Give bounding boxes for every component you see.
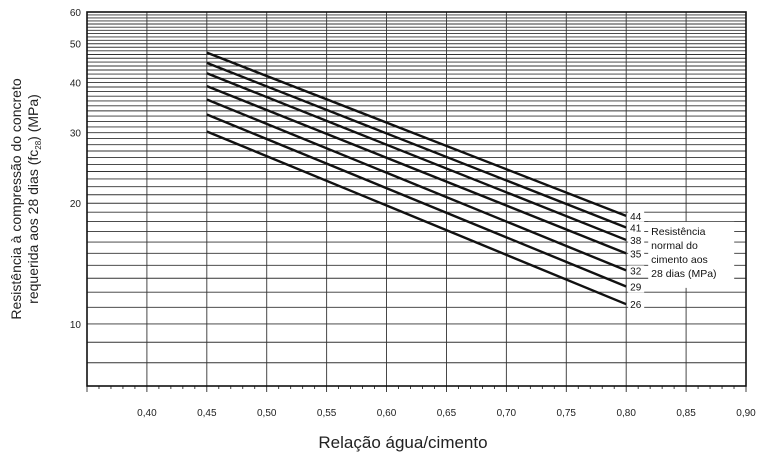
legend-text-line: Resistência [651, 226, 705, 238]
legend-text-line: 28 dias (MPa) [651, 268, 716, 280]
x-tick-label: 0,90 [736, 408, 756, 419]
y-axis-ticks: 10 20 30 40 50 60 [70, 8, 82, 331]
y-axis-label-line1: Resistência à compressão do concreto [8, 78, 24, 319]
series-line-26 [206, 130, 627, 306]
series-label-bg [628, 222, 645, 234]
legend-text-line: cimento aos [651, 254, 708, 266]
series-line-29 [206, 113, 627, 288]
series-label-44: 44 [630, 212, 642, 223]
y-tick-label: 20 [70, 199, 82, 210]
x-tick-label: 0,85 [676, 408, 696, 419]
series-label-38: 38 [630, 236, 642, 247]
series-label-bg [628, 234, 645, 246]
series-label-bg [628, 210, 645, 222]
x-tick-label: 0,50 [257, 408, 277, 419]
series-label-29: 29 [630, 282, 642, 293]
x-tick-label: 0,60 [377, 408, 397, 419]
series-label-bg [628, 299, 645, 311]
series-label-bg [628, 265, 645, 277]
y-tick-label: 50 [70, 40, 82, 51]
x-tick-label: 0,75 [557, 408, 577, 419]
y-tick-label: 10 [70, 320, 82, 331]
x-tick-label: 0,65 [437, 408, 457, 419]
x-tick-label: 0,40 [137, 408, 157, 419]
y-axis-label-subscript: 28 [34, 140, 43, 149]
x-tick-label: 0,70 [497, 408, 517, 419]
y-tick-label: 30 [70, 129, 82, 140]
series-label-bg [628, 248, 645, 260]
x-tick-label: 0,55 [317, 408, 337, 419]
legend-text-line: normal do [651, 240, 698, 252]
x-tick-label: 0,45 [197, 408, 217, 419]
x-axis-label: Relação água/cimento [318, 433, 487, 452]
y-tick-label: 40 [70, 79, 82, 90]
series-line-44 [206, 51, 627, 217]
x-tick-label: 0,80 [616, 408, 636, 419]
series-label-26: 26 [630, 300, 642, 311]
series-line-35 [206, 84, 627, 255]
series-line-41 [206, 61, 627, 229]
grid [87, 12, 746, 386]
y-axis-label: Resistência à compressão do concreto req… [8, 78, 43, 319]
plot-frame [86, 11, 747, 387]
legend: Resistência normal do cimento aos 28 dias (… [648, 221, 735, 288]
legend-box [648, 221, 735, 288]
series-label-41: 41 [630, 223, 642, 234]
series-label-35: 35 [630, 249, 642, 260]
y-axis-label-line2: requerida aos 28 dias (fc28) (MPa) [25, 94, 43, 304]
x-axis-ticks: 0,40 0,45 0,50 0,55 0,60 0,65 0,70 0,75 0,80 0,85… [86, 386, 756, 419]
series-label-bg [628, 281, 645, 293]
series-label-32: 32 [630, 266, 642, 277]
y-tick-label: 60 [70, 8, 82, 19]
series-line-38 [206, 72, 627, 242]
series-line-32 [206, 98, 627, 272]
